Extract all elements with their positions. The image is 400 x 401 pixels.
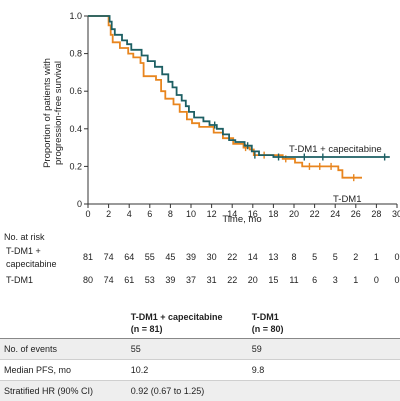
risk-row-label-tdm1-capecitabine-line-1: T-DM1 + — [6, 246, 41, 256]
summary-cell: 9.8 — [251, 359, 400, 381]
risk-cell: 1 — [374, 252, 379, 262]
x-tick-label: 12 — [207, 209, 217, 219]
summary-row-events: No. of events 55 59 — [0, 338, 400, 360]
risk-cell: 5 — [333, 252, 338, 262]
risk-cell: 22 — [227, 275, 237, 285]
risk-cell: 11 — [289, 275, 298, 285]
y-ticks: 0 0.2 0.4 0.6 0.8 1.0 — [69, 11, 88, 209]
y-axis-title-line-1: Proportion of patients with — [42, 58, 53, 168]
summary-header-tdm1-line-1: T-DM1 — [251, 312, 279, 322]
summary-header-tdm1-capecitabine: T-DM1 + capecitabine (n = 81) — [130, 311, 252, 339]
x-tick-label: 18 — [268, 209, 278, 219]
risk-cell: 14 — [248, 252, 258, 262]
summary-header-tdm1: T-DM1 (n = 80) — [251, 311, 400, 339]
summary-row-stratified-hr: Stratified HR (90% CI) 0.92 (0.67 to 1.2… — [0, 380, 400, 401]
x-tick-label: 30 — [392, 209, 400, 219]
risk-cell: 64 — [124, 252, 134, 262]
risk-cell: 81 — [83, 252, 93, 262]
y-tick-label: 0.4 — [69, 124, 82, 134]
x-axis-title: Time, mo — [222, 214, 261, 225]
x-tick-label: 6 — [147, 209, 152, 219]
risk-cell: 80 — [83, 275, 93, 285]
y-axis-title-line-2: progression-free survival — [53, 61, 64, 165]
risk-cell: 55 — [145, 252, 155, 262]
risk-table: T-DM1 + capecitabine T-DM1 81 74 64 55 45 39 3… — [6, 246, 400, 285]
risk-cell: 31 — [207, 275, 217, 285]
risk-cell: 45 — [165, 252, 175, 262]
y-tick-label: 0 — [77, 199, 82, 209]
summary-cell: 0.92 (0.67 to 1.25) — [130, 380, 252, 401]
risk-cell: 74 — [104, 275, 114, 285]
risk-cell: 0 — [394, 275, 399, 285]
risk-cell: 8 — [291, 252, 296, 262]
x-tick-label: 26 — [351, 209, 361, 219]
y-tick-label: 1.0 — [69, 11, 82, 21]
x-tick-label: 4 — [127, 209, 132, 219]
y-tick-label: 0.2 — [69, 161, 82, 171]
summary-header-tdm1-capecitabine-line-1: T-DM1 + capecitabine — [130, 312, 223, 322]
risk-cell: 74 — [104, 252, 114, 262]
summary-header-tdm1-capecitabine-line-2: (n = 81) — [130, 324, 163, 334]
risk-cell: 22 — [227, 252, 237, 262]
risk-cell: 39 — [186, 252, 196, 262]
risk-cell: 0 — [374, 275, 379, 285]
summary-cell: Stratified HR (90% CI) — [0, 380, 131, 401]
risk-cell: 39 — [165, 275, 175, 285]
y-tick-label: 0.8 — [69, 49, 82, 59]
risk-cell: 1 — [353, 275, 358, 285]
risk-cell: 15 — [268, 275, 278, 285]
survival-curves — [88, 15, 390, 182]
x-ticks: 0 2 4 6 8 10 12 14 16 18 20 22 24 26 28 30 — [85, 204, 400, 219]
summary-cell — [251, 380, 400, 401]
x-tick-label: 24 — [330, 209, 340, 219]
x-tick-label: 8 — [168, 209, 173, 219]
risk-cell: 53 — [145, 275, 155, 285]
risk-table-title: No. at risk — [4, 232, 45, 242]
risk-cell: 13 — [268, 252, 278, 262]
y-tick-label: 0.6 — [69, 86, 82, 96]
summary-header-empty — [0, 311, 131, 339]
y-axis-title: Proportion of patients with progression-… — [42, 58, 64, 168]
summary-header-row: T-DM1 + capecitabine (n = 81) T-DM1 (n =… — [0, 311, 400, 339]
risk-cell: 0 — [394, 252, 399, 262]
risk-cell: 20 — [248, 275, 258, 285]
risk-row-label-tdm1-capecitabine-line-2: capecitabine — [6, 259, 57, 269]
x-tick-label: 22 — [310, 209, 320, 219]
km-curve-tdm1-capecitabine — [88, 15, 390, 158]
x-tick-label: 14 — [227, 209, 237, 219]
summary-table: T-DM1 + capecitabine (n = 81) T-DM1 (n =… — [0, 311, 400, 401]
summary-row-median-pfs: Median PFS, mo 10.2 9.8 — [0, 359, 400, 381]
x-tick-label: 20 — [289, 209, 299, 219]
risk-cell: 5 — [312, 252, 317, 262]
risk-row-label-tdm1: T-DM1 — [6, 275, 33, 285]
x-tick-label: 10 — [186, 209, 196, 219]
risk-cell: 6 — [312, 275, 317, 285]
x-tick-label: 16 — [248, 209, 258, 219]
series-label-tdm1: T-DM1 — [333, 194, 362, 205]
x-tick-label: 0 — [85, 209, 90, 219]
axes — [87, 16, 397, 205]
x-tick-label: 28 — [371, 209, 381, 219]
summary-header-tdm1-line-2: (n = 80) — [251, 324, 284, 334]
series-label-tdm1-capecitabine: T-DM1 + capecitabine — [289, 144, 382, 155]
risk-cell: 3 — [333, 275, 338, 285]
risk-cell: 30 — [207, 252, 217, 262]
risk-cell: 61 — [124, 275, 134, 285]
km-chart: Proportion of patients with progression-… — [4, 11, 400, 285]
summary-cell: No. of events — [0, 338, 131, 360]
x-tick-label: 2 — [106, 209, 111, 219]
risk-cell: 2 — [353, 252, 358, 262]
summary-cell: 10.2 — [130, 359, 252, 381]
summary-cell: Median PFS, mo — [0, 359, 131, 381]
summary-cell: 55 — [130, 338, 252, 360]
risk-cell: 37 — [186, 275, 196, 285]
summary-cell: 59 — [251, 338, 400, 360]
